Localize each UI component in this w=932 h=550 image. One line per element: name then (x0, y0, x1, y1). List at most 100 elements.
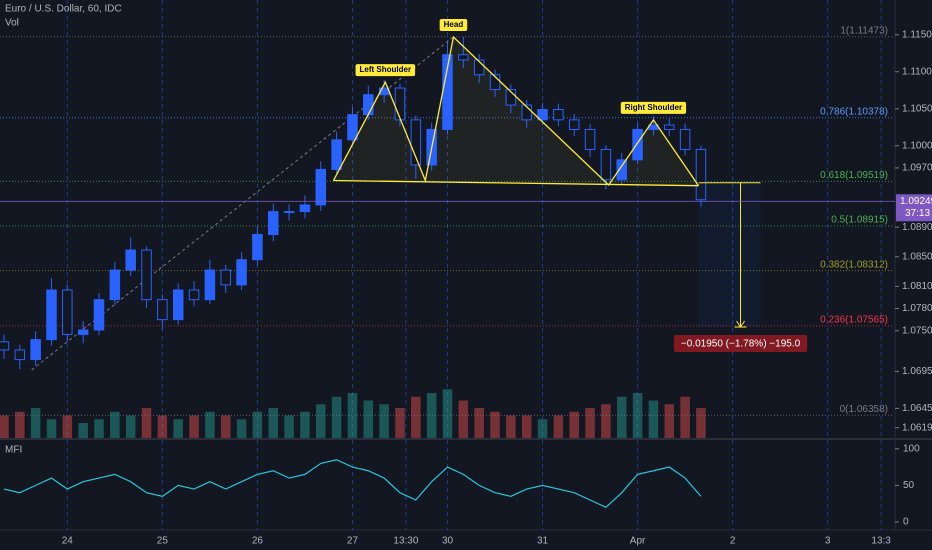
candle-body (315, 168, 327, 206)
volume-bar (141, 408, 152, 438)
candle-body (505, 89, 517, 106)
candle-body (394, 87, 406, 121)
candle-body (236, 259, 247, 286)
volume-bar (474, 408, 484, 438)
candle-body (473, 59, 485, 76)
candle-body (489, 74, 501, 91)
candle-body (141, 249, 152, 301)
x-tick-label: 13:30 (393, 536, 418, 547)
candle-body (410, 119, 422, 166)
candle-body (220, 269, 231, 286)
volume-bar (696, 408, 706, 438)
fib-label: 1(1.11473) (840, 25, 888, 36)
x-tick-label: 31 (537, 536, 549, 547)
measure-label-box (673, 335, 808, 353)
volume-bar (664, 404, 675, 438)
fib-label: 0.786(1.10378) (820, 106, 888, 117)
candle-body (0, 341, 10, 351)
volume-bar (300, 411, 310, 438)
x-tick-label: 24 (62, 536, 74, 547)
candle-body (62, 289, 73, 335)
volume-bar (236, 419, 247, 438)
volume-bar (220, 415, 231, 438)
volume-bar (648, 400, 659, 438)
volume-bar (585, 408, 595, 438)
y-tick-label: 1.09700 (902, 163, 932, 174)
volume-bar (252, 411, 263, 438)
x-tick-label: 13:3 (871, 536, 891, 547)
volume-bar (379, 404, 389, 438)
volume-bar (458, 400, 469, 438)
volume-bar (632, 393, 643, 438)
x-tick-label: 25 (157, 536, 169, 547)
volume-bar (553, 415, 564, 438)
y-tick-label: 1.07500 (902, 325, 932, 336)
volume-bar (331, 396, 342, 438)
volume-bar (157, 415, 168, 438)
candle-body (30, 339, 41, 361)
candle-body (537, 109, 548, 121)
candle-body (600, 148, 612, 181)
fib-label: 0.236(1.07565) (820, 315, 888, 326)
indicator-label: MFI (5, 445, 22, 456)
volume-bar (173, 419, 183, 438)
pattern-label-box (620, 101, 687, 114)
volume-bar (62, 415, 73, 438)
candle-body (521, 104, 532, 121)
candle-body (268, 211, 279, 236)
candle-body (125, 249, 136, 271)
candle-body (347, 114, 358, 141)
candle-body (46, 289, 57, 341)
volume-bar (30, 408, 41, 438)
fib-label: 0(1.06358) (840, 404, 888, 415)
volume-bar (411, 396, 421, 438)
pattern-label: Head (444, 20, 464, 29)
volume-bar (94, 419, 104, 438)
fib-label: 0.618(1.09519) (820, 170, 888, 181)
volume-bar (569, 411, 579, 438)
candle-body (331, 139, 342, 170)
volume-bar (284, 415, 294, 438)
volume-bar (426, 393, 437, 438)
candle-body (77, 329, 89, 335)
mfi-tick-label: 100 (903, 443, 920, 454)
candle-body (172, 289, 184, 321)
candle-body (664, 124, 675, 130)
volume-bar (125, 415, 136, 438)
volume-bar (46, 419, 57, 438)
volume-bar (537, 419, 548, 438)
pattern-label-box (439, 18, 468, 31)
y-tick-label: 1.11500 (902, 29, 932, 40)
candle-body (204, 269, 216, 301)
y-tick-label: 1.07800 (902, 303, 932, 314)
fib-label: 0.5(1.08915) (831, 215, 888, 226)
candle-body (616, 159, 628, 181)
candle-body (568, 119, 580, 130)
volume-bar (110, 411, 120, 438)
x-tick-label: 30 (442, 536, 454, 547)
y-tick-label: 1.06450 (902, 403, 932, 414)
volume-bar (442, 389, 453, 438)
volume-bar (78, 423, 88, 438)
volume-bar (347, 393, 358, 438)
y-tick-label: 1.10500 (902, 103, 932, 114)
last-price-label: 1.09249 (900, 196, 932, 207)
candle-body (14, 349, 26, 361)
fib-label: 0.382(1.08312) (820, 259, 888, 270)
chart-title: Euro / U.S. Dollar, 60, IDC (5, 4, 122, 15)
candle-body (93, 299, 105, 331)
mfi-line (3, 459, 702, 509)
candle-body (679, 128, 691, 150)
y-tick-label: 1.08100 (902, 281, 932, 292)
pattern-area (333, 36, 699, 186)
candle-body (363, 94, 374, 116)
volume-bar (0, 415, 9, 438)
candle-body (157, 299, 168, 321)
candle-body (299, 204, 311, 213)
volume-bar (395, 408, 405, 438)
volume-bar (189, 415, 199, 438)
volume-bar (15, 411, 25, 438)
candle-body (458, 54, 469, 61)
volume-label: Vol (5, 18, 19, 29)
